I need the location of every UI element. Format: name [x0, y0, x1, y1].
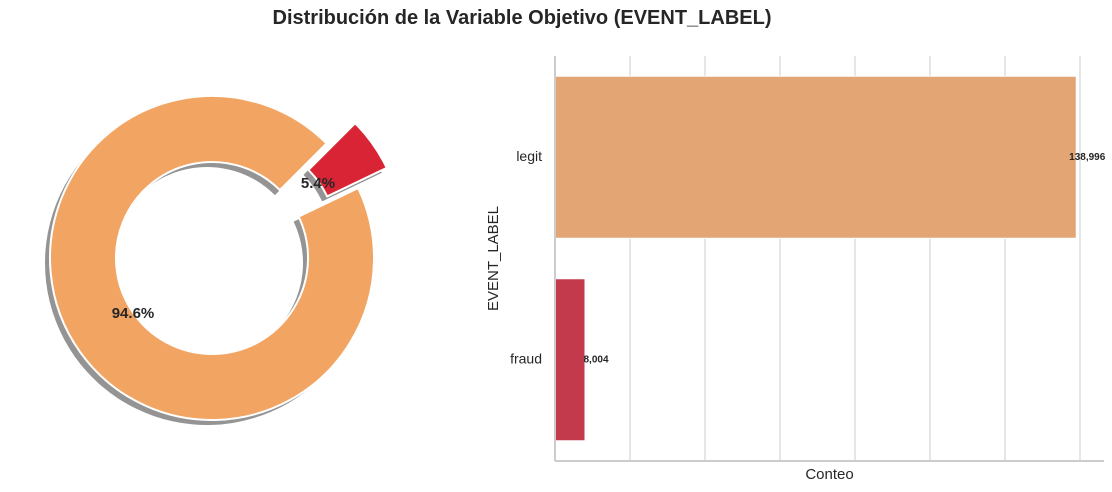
donut-pct-label-legit: 94.6% [112, 305, 155, 322]
figure-title: Distribución de la Variable Objetivo (EV… [272, 7, 772, 29]
bar-fraud [554, 278, 586, 442]
x-axis-label: Conteo [805, 466, 853, 483]
donut-chart: 94.6% 5.4% [44, 95, 389, 425]
donut-pct-label-fraud: 5.4% [301, 175, 335, 192]
bar-chart: legit 138,996 fraud 8,004 Conteo EVENT_LABEL [485, 56, 1106, 483]
donut-slice-fraud [307, 121, 389, 198]
donut-slice-legit [49, 95, 375, 421]
bar-value-label-legit: 138,996 [1069, 152, 1106, 163]
bar-legit [554, 75, 1077, 239]
y-tick-label-legit: legit [516, 148, 542, 164]
y-axis-label: EVENT_LABEL [485, 206, 502, 311]
y-tick-label-fraud: fraud [510, 350, 542, 366]
bar-value-label-fraud: 8,004 [583, 354, 608, 365]
